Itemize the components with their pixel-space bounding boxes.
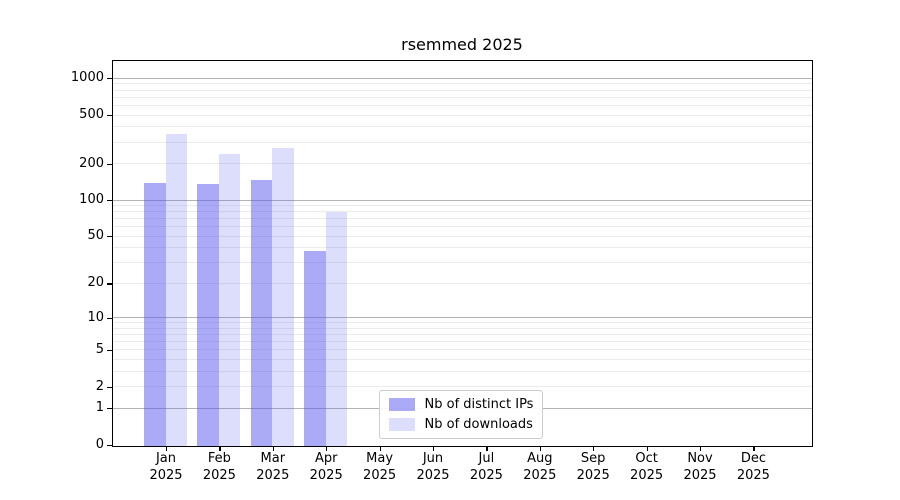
x-tick-label-jan: Jan 2025 xyxy=(149,451,183,483)
y-tick-mark xyxy=(107,283,112,285)
bar-downloads-jan xyxy=(165,133,187,446)
x-tick-label-dec: Dec 2025 xyxy=(736,451,770,483)
distinct-ips-legend-swatch xyxy=(388,397,415,411)
y-tick-mark xyxy=(107,408,112,410)
grid-line-minor xyxy=(112,205,812,207)
bar-downloads-apr xyxy=(325,212,348,446)
x-tick-mark xyxy=(272,446,274,451)
grid-line-minor xyxy=(112,282,812,284)
legend-label: Nb of downloads xyxy=(424,416,533,432)
grid-line-major xyxy=(112,317,812,319)
x-tick-mark xyxy=(166,446,168,451)
x-tick-mark xyxy=(433,446,435,451)
bar-distinct-ips-apr xyxy=(304,251,326,446)
y-tick-label-500: 500 xyxy=(79,107,104,123)
y-tick-label-200: 200 xyxy=(79,155,104,171)
x-tick-mark xyxy=(326,446,328,451)
x-tick-mark xyxy=(593,446,595,451)
grid-line-minor xyxy=(112,235,812,237)
y-tick-mark xyxy=(107,445,112,447)
grid-line-minor xyxy=(112,341,812,343)
y-tick-label-5: 5 xyxy=(95,341,104,357)
grid-line-minor xyxy=(112,104,812,106)
x-tick-label-may: May 2025 xyxy=(363,451,397,483)
legend: Nb of distinct IPs Nb of downloads xyxy=(378,389,544,439)
grid-line-minor xyxy=(112,359,812,361)
grid-line-minor xyxy=(112,370,812,372)
grid-line-minor xyxy=(112,89,812,91)
grid-line-minor xyxy=(112,349,812,351)
x-tick-label-oct: Oct 2025 xyxy=(630,451,664,483)
y-tick-label-2: 2 xyxy=(95,378,104,394)
grid-line-minor xyxy=(112,163,812,164)
chart-title: rsemmed 2025 xyxy=(401,35,523,54)
legend-label: Nb of distinct IPs xyxy=(424,396,534,412)
x-tick-label-jul: Jul 2025 xyxy=(469,451,503,483)
grid-line-minor xyxy=(112,211,812,213)
x-tick-label-apr: Apr 2025 xyxy=(309,451,343,483)
y-tick-mark xyxy=(107,78,112,80)
x-tick-mark xyxy=(379,446,381,451)
y-tick-label-1000: 1000 xyxy=(70,70,104,86)
bar-downloads-feb xyxy=(218,153,241,446)
bar-distinct-ips-feb xyxy=(197,183,219,446)
grid-line-minor xyxy=(112,322,812,324)
grid-line-major xyxy=(112,77,812,79)
y-tick-mark xyxy=(107,115,112,117)
y-tick-mark xyxy=(107,163,112,165)
grid-line-minor xyxy=(112,141,812,143)
bar-downloads-mar xyxy=(272,147,294,446)
y-tick-label-100: 100 xyxy=(79,192,104,208)
y-tick-mark xyxy=(107,349,112,352)
x-tick-label-nov: Nov 2025 xyxy=(683,451,717,483)
plot-area: Nb of distinct IPs Nb of downloads xyxy=(111,59,813,447)
x-tick-mark xyxy=(700,446,702,451)
bar-distinct-ips-jan xyxy=(144,182,166,446)
x-tick-mark xyxy=(646,446,648,451)
plot-inner: Nb of distinct IPs Nb of downloads xyxy=(112,61,812,446)
x-tick-mark xyxy=(753,446,755,451)
grid-line-minor xyxy=(112,96,812,98)
grid-line-minor xyxy=(112,386,812,388)
y-tick-label-50: 50 xyxy=(87,228,104,244)
grid-line-minor xyxy=(112,334,812,336)
y-tick-label-1: 1 xyxy=(95,400,104,416)
grid-line-minor xyxy=(112,327,812,329)
x-tick-mark xyxy=(219,446,221,451)
legend-item: Nb of distinct IPs xyxy=(388,396,534,412)
grid-line-minor xyxy=(112,83,812,85)
x-tick-label-aug: Aug 2025 xyxy=(523,451,557,483)
grid-line-minor xyxy=(112,126,812,128)
grid-line-minor xyxy=(112,226,812,228)
bar-distinct-ips-mar xyxy=(250,180,273,446)
y-tick-mark xyxy=(107,317,112,319)
grid-line-major xyxy=(112,199,812,201)
x-tick-mark xyxy=(539,446,541,451)
y-tick-mark xyxy=(107,386,112,388)
x-tick-mark xyxy=(486,446,488,451)
x-tick-label-feb: Feb 2025 xyxy=(202,451,236,483)
x-tick-label-jun: Jun 2025 xyxy=(416,451,450,483)
grid-line-minor xyxy=(112,262,812,264)
grid-line-minor xyxy=(112,247,812,249)
y-tick-mark xyxy=(107,200,112,202)
grid-line-minor xyxy=(112,218,812,220)
y-tick-mark xyxy=(107,236,112,238)
y-tick-label-0: 0 xyxy=(95,437,104,452)
y-tick-label-10: 10 xyxy=(87,309,104,325)
legend-item: Nb of downloads xyxy=(388,416,534,432)
grid-line-minor xyxy=(112,114,812,116)
x-tick-label-mar: Mar 2025 xyxy=(256,451,290,483)
y-tick-label-20: 20 xyxy=(87,275,104,291)
downloads-legend-swatch xyxy=(388,417,415,431)
x-tick-label-sep: Sep 2025 xyxy=(576,451,610,483)
